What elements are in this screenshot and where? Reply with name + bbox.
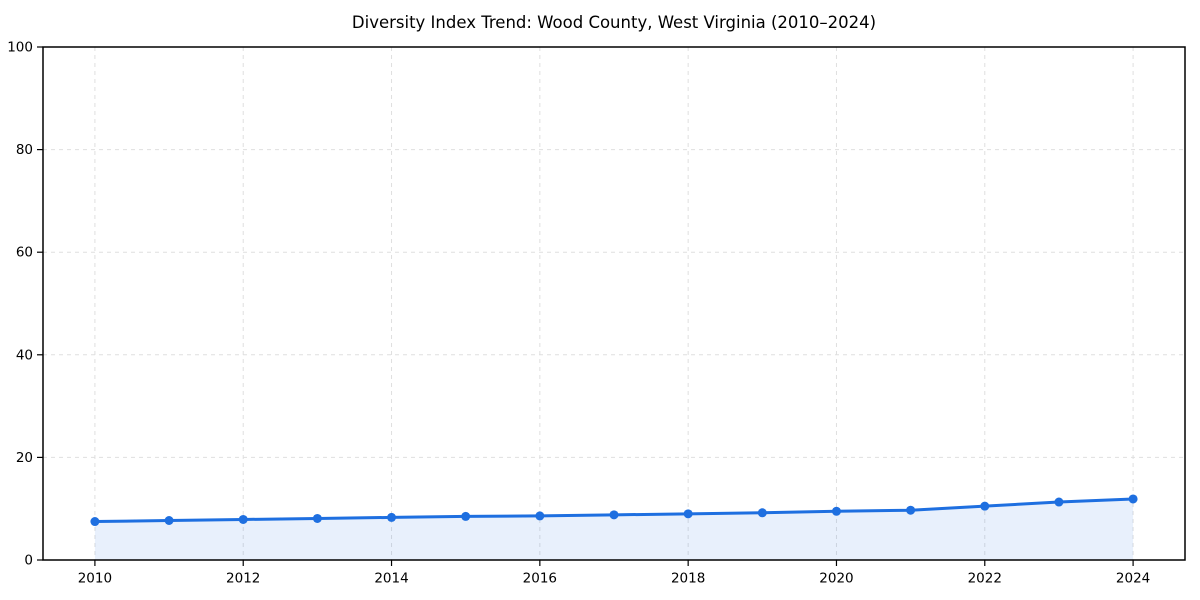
data-point-marker bbox=[387, 512, 397, 522]
data-point-marker bbox=[757, 508, 767, 518]
data-point-marker bbox=[90, 517, 100, 527]
gridlines bbox=[43, 46, 1185, 560]
data-series bbox=[90, 494, 1138, 560]
data-point-marker bbox=[461, 511, 471, 521]
data-point-marker bbox=[831, 506, 841, 516]
data-point-marker bbox=[164, 515, 174, 525]
x-tick-label: 2012 bbox=[226, 571, 260, 587]
axes: 2010 2012 2014 2016 2018 2020 2022 2024 0 20 40 60 8… bbox=[7, 40, 1186, 587]
data-point-marker bbox=[1054, 497, 1064, 507]
y-tick-label: 60 bbox=[16, 245, 33, 261]
data-point-marker bbox=[535, 511, 545, 521]
x-tick-label: 2020 bbox=[819, 571, 853, 587]
x-tick-label: 2010 bbox=[78, 571, 112, 587]
plot-frame bbox=[42, 46, 1186, 561]
x-tick-label: 2016 bbox=[523, 571, 557, 587]
chart-title: Diversity Index Trend: Wood County, West… bbox=[352, 13, 876, 32]
x-tick-label: 2014 bbox=[374, 571, 408, 587]
data-point-marker bbox=[1128, 494, 1138, 504]
y-tick-label: 100 bbox=[7, 40, 33, 56]
x-tick-label: 2022 bbox=[968, 571, 1002, 587]
y-tick-label: 0 bbox=[24, 553, 33, 569]
data-point-marker bbox=[980, 501, 990, 511]
x-tick-label: 2024 bbox=[1116, 571, 1150, 587]
x-tick-label: 2018 bbox=[671, 571, 705, 587]
y-tick-label: 80 bbox=[16, 142, 33, 158]
y-tick-label: 40 bbox=[16, 347, 33, 363]
data-point-marker bbox=[906, 505, 916, 515]
data-point-marker bbox=[609, 510, 619, 520]
y-tick-label: 20 bbox=[16, 450, 33, 466]
data-point-marker bbox=[683, 509, 693, 519]
area-fill bbox=[94, 498, 1134, 560]
data-point-marker bbox=[238, 514, 248, 524]
data-point-marker bbox=[312, 513, 322, 523]
